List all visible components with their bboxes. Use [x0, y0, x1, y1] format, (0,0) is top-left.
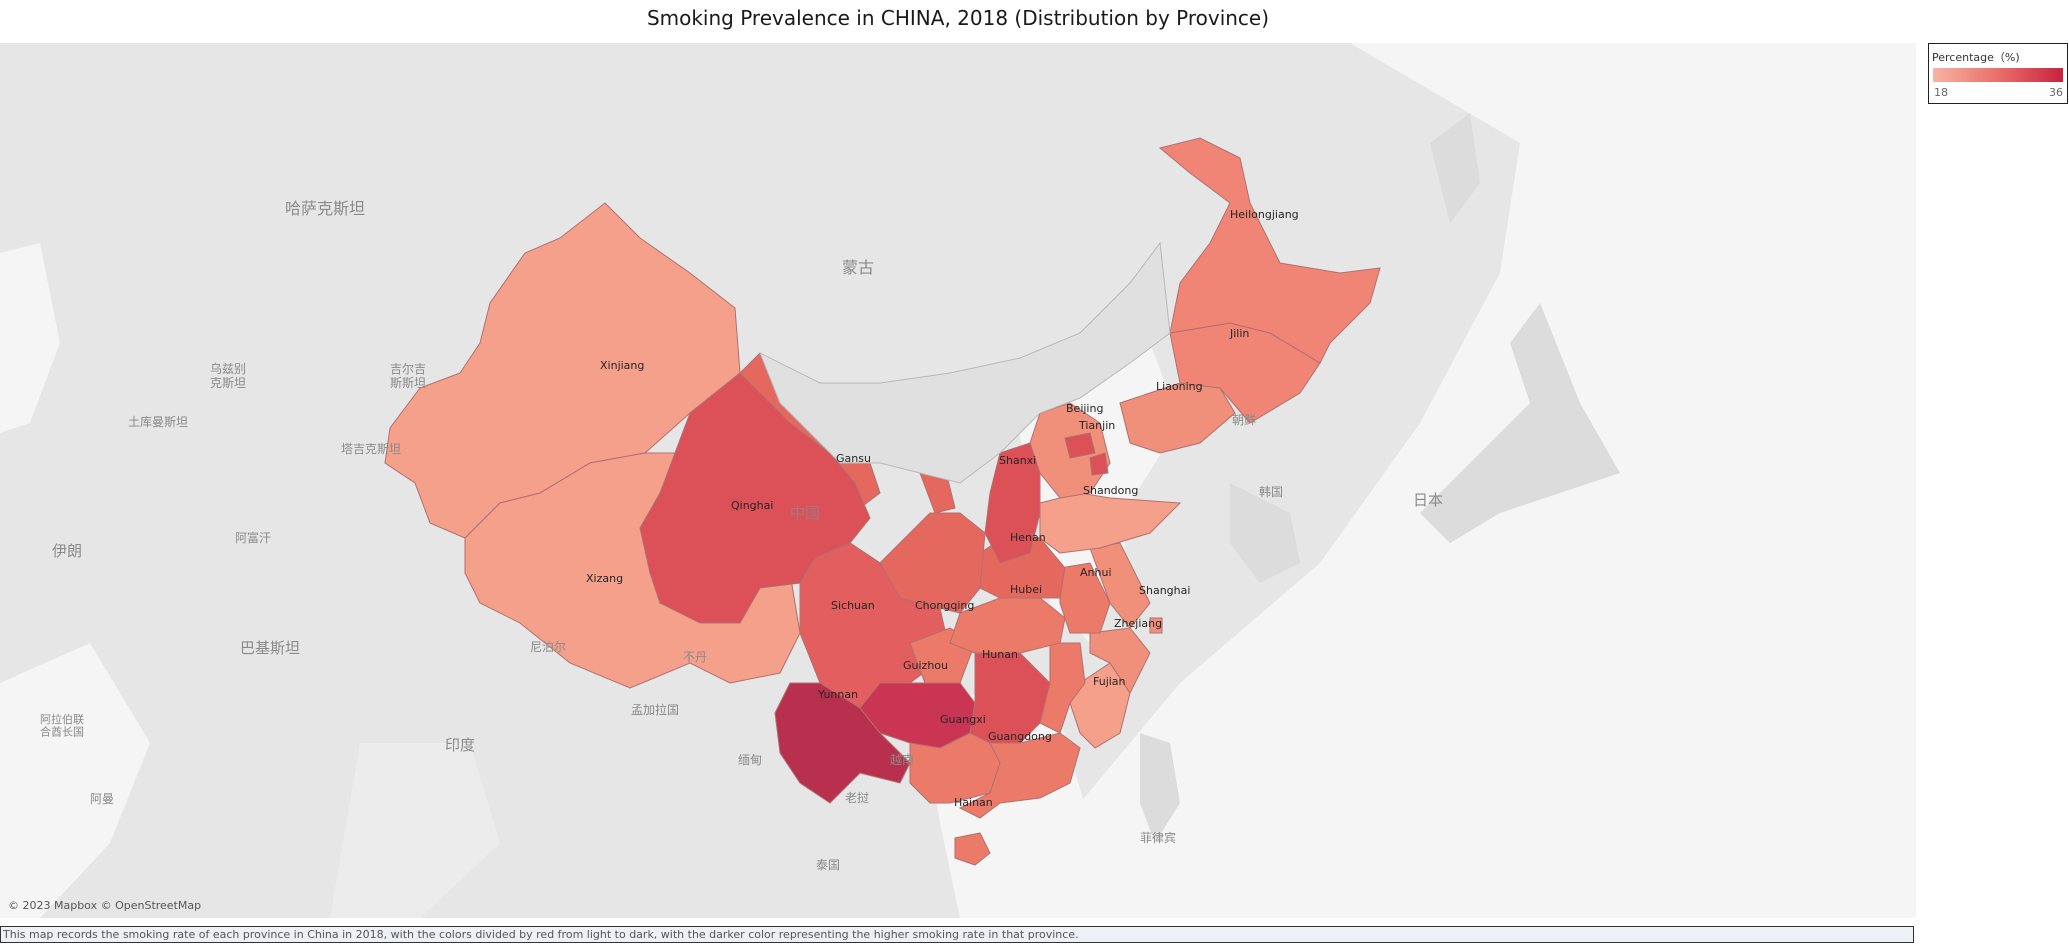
label-tajikistan: 塔吉克斯坦: [341, 442, 401, 456]
label-mongolia: 蒙古: [842, 258, 874, 277]
label-guizhou: Guizhou: [903, 659, 948, 672]
label-south-korea: 韩国: [1259, 484, 1283, 499]
sakhalin-island: [1430, 113, 1480, 223]
map-svg[interactable]: 哈萨克斯坦 蒙古 乌兹别克斯坦 吉尔吉斯斯坦 土库曼斯坦 塔吉克斯坦 阿富汗 伊…: [0, 43, 1916, 918]
philippines-island: [1140, 733, 1180, 843]
province-inner-mongolia[interactable]: [759, 241, 1171, 484]
province-anhui[interactable]: [1059, 562, 1111, 634]
label-guangdong: Guangdong: [988, 730, 1052, 743]
map-canvas[interactable]: 哈萨克斯坦 蒙古 乌兹别克斯坦 吉尔吉斯斯坦 土库曼斯坦 塔吉克斯坦 阿富汗 伊…: [0, 43, 1916, 918]
label-myanmar: 缅甸: [738, 753, 762, 767]
province-shandong[interactable]: [1039, 492, 1182, 554]
province-beijing[interactable]: [1064, 432, 1096, 459]
label-hunan: Hunan: [982, 648, 1018, 661]
label-zhejiang: Zhejiang: [1114, 617, 1162, 630]
label-shandong: Shandong: [1083, 484, 1138, 497]
basemap-labels: 哈萨克斯坦 蒙古 乌兹别克斯坦 吉尔吉斯斯坦 土库曼斯坦 塔吉克斯坦 阿富汗 伊…: [40, 199, 1443, 872]
label-oman: 阿曼: [90, 792, 114, 806]
province-yunnan[interactable]: [774, 682, 911, 804]
label-kyrgyzstan: 吉尔吉斯斯坦: [390, 361, 426, 390]
label-hainan: Hainan: [954, 796, 993, 809]
province-xinjiang[interactable]: [384, 202, 741, 539]
label-henan: Henan: [1010, 531, 1046, 544]
label-iran: 伊朗: [52, 542, 82, 560]
label-japan: 日本: [1413, 491, 1443, 509]
map-title: Smoking Prevalence in CHINA, 2018 (Distr…: [646, 6, 1270, 30]
label-qinghai: Qinghai: [731, 499, 773, 512]
label-shanxi: Shanxi: [999, 454, 1036, 467]
province-shapes[interactable]: [384, 137, 1381, 866]
label-pakistan: 巴基斯坦: [240, 639, 300, 657]
label-india: 印度: [445, 736, 475, 754]
legend-max-value: 36: [2049, 86, 2063, 99]
province-guangdong[interactable]: [958, 732, 1081, 819]
label-laos: 老挝: [845, 791, 869, 805]
label-gansu: Gansu: [836, 452, 871, 465]
label-shanghai: Shanghai: [1139, 584, 1190, 597]
legend-gradient-bar: [1933, 68, 2063, 82]
color-legend: Percentage（%) 18 36: [1928, 43, 2068, 104]
label-thailand: 泰国: [816, 858, 840, 872]
province-jiangxi[interactable]: [1039, 642, 1086, 734]
label-hubei: Hubei: [1010, 583, 1042, 596]
label-north-korea: 朝鲜: [1232, 413, 1256, 427]
label-turkmenistan: 土库曼斯坦: [128, 414, 188, 429]
label-afghanistan: 阿富汗: [235, 530, 271, 545]
province-labels: Heilongjiang Jilin Liaoning Beijing Tian…: [586, 208, 1299, 809]
bay-of-bengal: [330, 743, 500, 918]
label-sichuan: Sichuan: [831, 599, 875, 612]
label-china: 中国: [790, 504, 820, 522]
label-xinjiang: Xinjiang: [600, 359, 644, 372]
label-chongqing: Chongqing: [915, 599, 974, 612]
province-heilongjiang[interactable]: [1158, 137, 1381, 364]
province-tianjin[interactable]: [1089, 452, 1109, 476]
label-guangxi: Guangxi: [940, 713, 986, 726]
japan-island: [1420, 303, 1620, 543]
label-fujian: Fujian: [1093, 675, 1126, 688]
province-shaanxi[interactable]: [879, 512, 986, 614]
arabian-sea: [0, 643, 150, 918]
label-uae: 阿拉伯联合酋长国: [40, 712, 84, 739]
map-attribution[interactable]: © 2023 Mapbox © OpenStreetMap: [8, 899, 202, 912]
korea-peninsula: [1230, 483, 1300, 583]
caspian-sea: [0, 243, 60, 433]
label-xizang: Xizang: [586, 572, 623, 585]
province-hainan[interactable]: [954, 832, 991, 866]
label-nepal: 尼泊尔: [530, 639, 566, 654]
label-jilin: Jilin: [1229, 327, 1249, 340]
label-heilongjiang: Heilongjiang: [1230, 208, 1299, 221]
label-bhutan: 不丹: [683, 650, 707, 664]
label-vietnam: 越南: [890, 752, 914, 767]
legend-min-value: 18: [1934, 86, 1948, 99]
label-beijing: Beijing: [1066, 402, 1103, 415]
map-caption: This map records the smoking rate of eac…: [0, 926, 1914, 943]
legend-title: Percentage（%): [1932, 51, 2020, 64]
label-uzbekistan: 乌兹别克斯坦: [210, 361, 246, 390]
province-shanghai[interactable]: [1149, 617, 1163, 634]
label-liaoning: Liaoning: [1156, 380, 1203, 393]
label-bangladesh: 孟加拉国: [631, 702, 679, 717]
label-philippines: 菲律宾: [1140, 830, 1176, 845]
label-tianjin: Tianjin: [1078, 419, 1115, 432]
label-kazakhstan: 哈萨克斯坦: [285, 199, 365, 218]
label-anhui: Anhui: [1080, 566, 1112, 579]
label-yunnan: Yunnan: [817, 688, 858, 701]
